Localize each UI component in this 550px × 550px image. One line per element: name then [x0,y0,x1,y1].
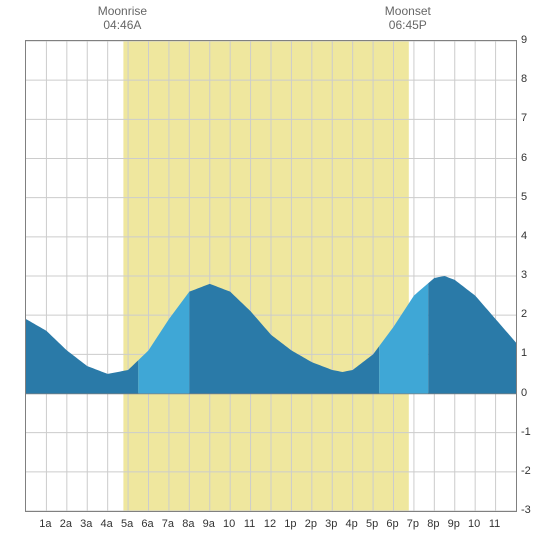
x-tick: 9a [203,518,215,530]
moonrise-title: Moonrise [98,4,147,18]
y-tick: 2 [521,308,527,320]
moonset-time: 06:45P [385,18,431,32]
y-tick: -3 [521,504,531,516]
x-tick: 7p [407,518,419,530]
moonset-title: Moonset [385,4,431,18]
x-tick: 5a [121,518,133,530]
y-tick: -1 [521,426,531,438]
x-tick: 3p [325,518,337,530]
x-tick: 7a [162,518,174,530]
x-tick: 2a [60,518,72,530]
y-tick: 6 [521,152,527,164]
x-tick: 3a [80,518,92,530]
x-tick: 10 [468,518,480,530]
x-tick: 11 [489,518,500,530]
x-axis: 1a 2a 3a 4a 5a 6a 7a 8a 9a 10 11 12 1p 2p 3p 4p 5p 6p 7p 8p… [25,518,515,538]
y-axis: -3-2-10123456789 [521,40,541,510]
plot-area [25,40,517,512]
y-tick: 1 [521,347,527,359]
moonset-label: Moonset06:45P [385,4,431,32]
tide-chart: Moonrise04:46AMoonset06:45P -3-2-1012345… [0,0,550,550]
y-tick: 4 [521,230,527,242]
y-tick: 9 [521,34,527,46]
y-tick: 7 [521,112,527,124]
top-annotations: Moonrise04:46A Moonset06:45P [0,0,550,40]
x-tick: 10 [223,518,235,530]
y-tick: 3 [521,269,527,281]
x-tick: 8p [427,518,439,530]
x-tick: 4a [101,518,113,530]
y-tick: 0 [521,387,527,399]
moonrise-label: Moonrise04:46A [98,4,147,32]
y-tick: 8 [521,73,527,85]
x-tick: 1a [39,518,51,530]
x-tick: 6a [141,518,153,530]
x-tick: 4p [346,518,358,530]
x-tick: 2p [305,518,317,530]
y-tick: 5 [521,191,527,203]
y-tick: -2 [521,465,531,477]
moonrise-time: 04:46A [98,18,147,32]
x-tick: 9p [448,518,460,530]
x-tick: 11 [244,518,255,530]
x-tick: 6p [386,518,398,530]
x-tick: 5p [366,518,378,530]
x-tick: 8a [182,518,194,530]
x-tick: 1p [284,518,296,530]
x-tick: 12 [264,518,276,530]
